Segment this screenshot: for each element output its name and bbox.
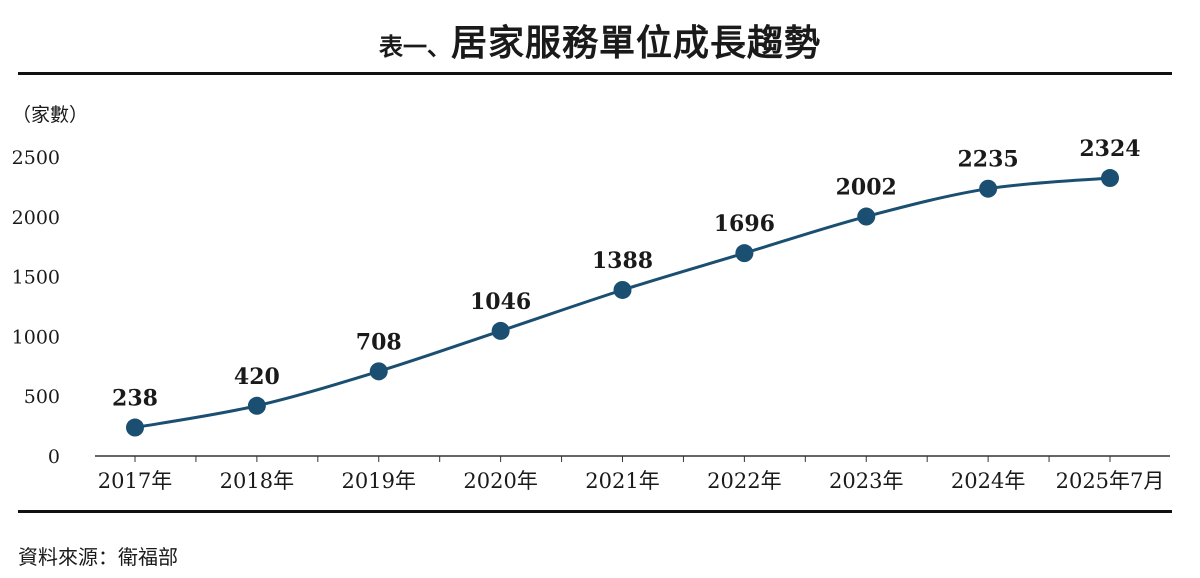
x-tick-label: 2024年 bbox=[951, 469, 1025, 493]
data-label: 238 bbox=[112, 386, 158, 412]
data-label: 2002 bbox=[836, 175, 897, 201]
data-label: 1696 bbox=[714, 211, 775, 237]
x-tick-label: 2020年 bbox=[463, 469, 537, 493]
bottom-divider bbox=[18, 510, 1172, 513]
y-tick-label: 2500 bbox=[12, 147, 60, 169]
y-tick-label: 0 bbox=[48, 446, 60, 468]
data-label: 420 bbox=[234, 364, 280, 390]
x-tick-label: 2025年7月 bbox=[1056, 469, 1165, 493]
x-tick-label: 2021年 bbox=[585, 469, 659, 493]
source-note: 資料來源：衛福部 bbox=[18, 545, 178, 569]
y-tick-label: 2000 bbox=[12, 207, 60, 229]
data-label: 708 bbox=[356, 329, 402, 355]
data-point-marker bbox=[1101, 169, 1119, 188]
y-tick-label: 1500 bbox=[12, 267, 60, 289]
y-tick-label: 1000 bbox=[12, 326, 60, 348]
data-label: 2235 bbox=[958, 147, 1019, 173]
data-point-marker bbox=[369, 362, 388, 381]
chart-title: 表一、居家服務單位成長趨勢 bbox=[0, 14, 1200, 66]
data-point-marker bbox=[126, 418, 144, 437]
chart-title-main: 居家服務單位成長趨勢 bbox=[450, 22, 821, 64]
data-label: 1388 bbox=[592, 248, 653, 274]
series-line bbox=[134, 176, 1111, 430]
y-tick-label: 500 bbox=[24, 386, 60, 408]
data-point-marker bbox=[613, 280, 632, 299]
data-point-marker bbox=[247, 396, 266, 415]
data-label: 1046 bbox=[470, 289, 531, 315]
chart-title-prefix: 表一、 bbox=[378, 32, 451, 61]
x-tick-label: 2022年 bbox=[707, 469, 781, 493]
x-tick-label: 2019年 bbox=[342, 469, 416, 493]
data-point-marker bbox=[491, 321, 510, 340]
data-point-marker bbox=[979, 179, 998, 198]
top-divider bbox=[18, 72, 1172, 75]
x-tick-label: 2018年 bbox=[220, 469, 294, 493]
data-point-marker bbox=[735, 244, 754, 263]
data-label: 2324 bbox=[1079, 136, 1140, 162]
x-tick-label: 2023年 bbox=[829, 469, 903, 493]
y-axis-unit-label: （家數） bbox=[12, 104, 89, 126]
data-point-marker bbox=[857, 207, 876, 226]
x-tick-label: 2017年 bbox=[98, 469, 172, 493]
